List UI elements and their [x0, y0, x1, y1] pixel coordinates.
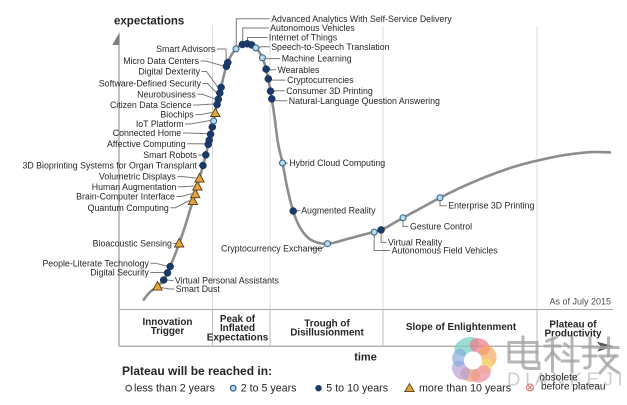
svg-text:Cryptocurrencies: Cryptocurrencies	[287, 75, 354, 85]
svg-text:Micro Data Centers: Micro Data Centers	[123, 56, 199, 66]
svg-text:Inflated: Inflated	[220, 323, 255, 334]
svg-text:expectations: expectations	[114, 16, 184, 28]
svg-text:Natural-Language Question Answ: Natural-Language Question Answering	[289, 96, 440, 106]
svg-text:Disillusionment: Disillusionment	[290, 327, 364, 338]
svg-text:Peak of: Peak of	[220, 314, 256, 325]
svg-text:Innovation: Innovation	[143, 317, 193, 328]
svg-text:Expectations: Expectations	[207, 332, 269, 343]
svg-text:Internet of Things: Internet of Things	[269, 33, 338, 43]
svg-text:Machine Learning: Machine Learning	[282, 54, 352, 64]
svg-text:Smart Advisors: Smart Advisors	[156, 44, 216, 54]
svg-text:Autonomous Field Vehicles: Autonomous Field Vehicles	[392, 245, 499, 255]
svg-text:2 to 5 years: 2 to 5 years	[241, 383, 297, 395]
svg-text:Digital Dexterity: Digital Dexterity	[138, 67, 200, 77]
svg-text:Volumetric Displays: Volumetric Displays	[99, 172, 176, 182]
svg-text:Brain-Computer Interface: Brain-Computer Interface	[76, 192, 175, 202]
svg-text:Slope of Enlightenment: Slope of Enlightenment	[406, 322, 517, 333]
svg-text:Hybrid Cloud Computing: Hybrid Cloud Computing	[289, 158, 385, 168]
svg-text:Cryptocurrency Exchange: Cryptocurrency Exchange	[221, 244, 322, 254]
svg-text:Advanced Analytics With Self-S: Advanced Analytics With Self-Service Del…	[271, 14, 452, 24]
svg-text:Speech-to-Speech Translation: Speech-to-Speech Translation	[271, 42, 389, 52]
svg-text:Productivity: Productivity	[544, 328, 602, 339]
svg-text:5 to 10 years: 5 to 10 years	[326, 383, 388, 395]
svg-text:Plateau of: Plateau of	[549, 319, 597, 330]
svg-text:Plateau will be reached in:: Plateau will be reached in:	[122, 364, 272, 378]
svg-text:Wearables: Wearables	[278, 65, 320, 75]
svg-text:more than 10 years: more than 10 years	[419, 383, 511, 395]
svg-text:Autonomous Vehicles: Autonomous Vehicles	[270, 23, 355, 33]
svg-text:Software-Defined Security: Software-Defined Security	[99, 79, 202, 89]
svg-text:Citizen Data Science: Citizen Data Science	[110, 100, 192, 110]
svg-text:DIANKEJI: DIANKEJI	[507, 369, 627, 390]
svg-text:3D Bioprinting Systems for Org: 3D Bioprinting Systems for Organ Transpl…	[22, 161, 197, 171]
svg-text:obsolete: obsolete	[539, 373, 578, 384]
svg-text:Virtual Reality: Virtual Reality	[388, 237, 443, 247]
svg-text:Quantum Computing: Quantum Computing	[88, 203, 169, 213]
svg-text:Trigger: Trigger	[151, 326, 185, 337]
svg-text:Enterprise 3D Printing: Enterprise 3D Printing	[448, 201, 534, 211]
svg-text:Augmented Reality: Augmented Reality	[301, 206, 376, 216]
svg-text:As of July 2015: As of July 2015	[549, 297, 611, 307]
svg-text:less than 2 years: less than 2 years	[134, 383, 215, 395]
svg-text:Affective Computing: Affective Computing	[107, 139, 186, 149]
svg-text:Bioacoustic Sensing: Bioacoustic Sensing	[93, 239, 172, 249]
svg-text:time: time	[354, 352, 377, 364]
svg-text:Trough of: Trough of	[304, 318, 350, 329]
svg-text:Connected Home: Connected Home	[113, 128, 182, 138]
svg-text:Digital Security: Digital Security	[90, 268, 149, 278]
svg-text:Biochips: Biochips	[160, 110, 194, 120]
svg-text:People-Literate Technology: People-Literate Technology	[42, 258, 149, 268]
svg-text:Human Augmentation: Human Augmentation	[92, 182, 177, 192]
svg-text:Virtual Personal Assistants: Virtual Personal Assistants	[175, 276, 280, 286]
svg-text:IoT Platform: IoT Platform	[136, 119, 184, 129]
svg-text:Gesture Control: Gesture Control	[410, 221, 472, 231]
svg-text:Neurobusiness: Neurobusiness	[137, 89, 196, 99]
svg-text:Smart Dust: Smart Dust	[176, 284, 221, 294]
svg-text:Smart Robots: Smart Robots	[143, 150, 197, 160]
svg-text:before plateau: before plateau	[541, 382, 606, 393]
svg-text:Consumer 3D Printing: Consumer 3D Printing	[286, 86, 373, 96]
